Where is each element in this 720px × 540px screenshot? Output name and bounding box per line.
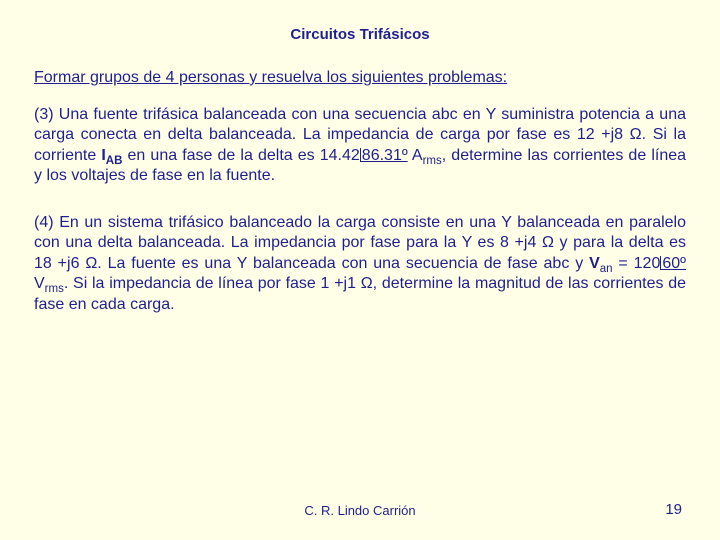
p3-rms: rms: [423, 155, 442, 167]
p3-angle: 86.31º: [360, 147, 408, 164]
p4-volt-symbol: V: [589, 255, 600, 272]
p3-current-sub: AB: [106, 155, 123, 167]
instruction-underline: Formar grupos de 4 personas y resuelva l…: [34, 69, 507, 86]
instruction-text: Formar grupos de 4 personas y resuelva l…: [34, 69, 686, 87]
footer-author: C. R. Lindo Carrión: [0, 503, 720, 518]
p4-tail: . Si la impedancia de línea por fase 1 +…: [34, 275, 686, 312]
p3-mid1: en una fase de la delta es 14.42: [122, 147, 359, 164]
problem-3: (3) Una fuente trifásica balanceada con …: [34, 105, 686, 187]
p4-eq: = 120: [613, 255, 661, 272]
p3-mid2: A: [408, 147, 423, 164]
slide-title: Circuitos Trifásicos: [34, 26, 686, 43]
p4-mid: V: [34, 275, 45, 292]
p4-angle: 60º: [660, 255, 686, 272]
p4-rms: rms: [45, 283, 64, 295]
footer-page-number: 19: [665, 501, 682, 518]
problem-4: (4) En un sistema trifásico balanceado l…: [34, 213, 686, 315]
p4-volt-sub: an: [600, 263, 613, 275]
